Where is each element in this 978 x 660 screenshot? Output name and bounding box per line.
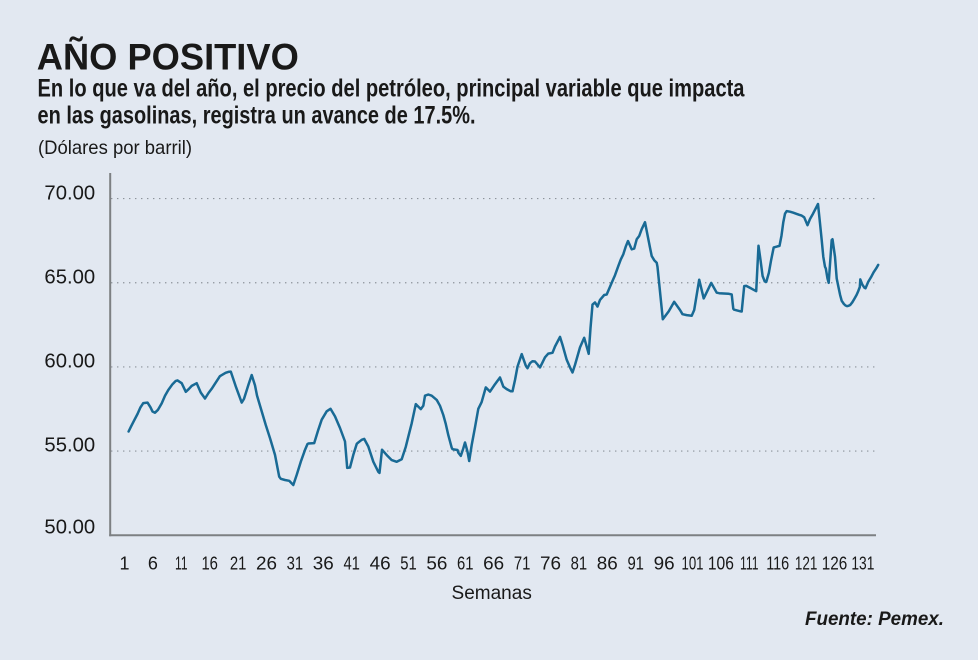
svg-text:116: 116	[766, 554, 789, 574]
svg-text:61: 61	[457, 554, 474, 574]
svg-text:70.00: 70.00	[44, 183, 95, 205]
svg-text:en las gasolinas, registra un: en las gasolinas, registra un avance de …	[38, 101, 476, 129]
svg-text:131: 131	[851, 554, 874, 574]
svg-text:66: 66	[483, 554, 504, 574]
svg-text:81: 81	[571, 554, 588, 574]
svg-text:56: 56	[426, 554, 447, 574]
svg-text:Fuente: Pemex.: Fuente: Pemex.	[805, 608, 944, 630]
svg-text:55.00: 55.00	[44, 435, 95, 457]
svg-text:101: 101	[682, 554, 704, 574]
svg-text:16: 16	[201, 554, 218, 574]
svg-text:126: 126	[822, 554, 848, 574]
svg-text:106: 106	[708, 554, 734, 574]
svg-text:6: 6	[148, 554, 158, 574]
svg-text:65.00: 65.00	[44, 266, 95, 288]
svg-text:96: 96	[654, 554, 675, 574]
svg-text:26: 26	[256, 554, 277, 574]
svg-text:AÑO POSITIVO: AÑO POSITIVO	[37, 36, 299, 78]
svg-text:51: 51	[400, 554, 417, 574]
svg-text:31: 31	[287, 554, 304, 574]
svg-text:86: 86	[597, 554, 618, 574]
svg-text:91: 91	[627, 554, 644, 574]
svg-text:71: 71	[514, 554, 531, 574]
svg-text:60.00: 60.00	[44, 351, 95, 373]
svg-text:50.00: 50.00	[44, 517, 95, 539]
svg-text:121: 121	[795, 554, 818, 574]
svg-text:76: 76	[540, 554, 561, 574]
svg-text:Semanas: Semanas	[452, 583, 532, 604]
svg-text:En lo que va del año, el preci: En lo que va del año, el precio del petr…	[38, 75, 746, 103]
svg-text:46: 46	[370, 554, 391, 574]
svg-text:11: 11	[175, 554, 188, 574]
svg-text:21: 21	[230, 554, 247, 574]
svg-text:(Dólares por barril): (Dólares por barril)	[38, 137, 192, 159]
svg-text:1: 1	[119, 554, 129, 574]
svg-text:36: 36	[313, 554, 334, 574]
svg-text:41: 41	[343, 554, 360, 574]
svg-text:111: 111	[740, 554, 759, 574]
